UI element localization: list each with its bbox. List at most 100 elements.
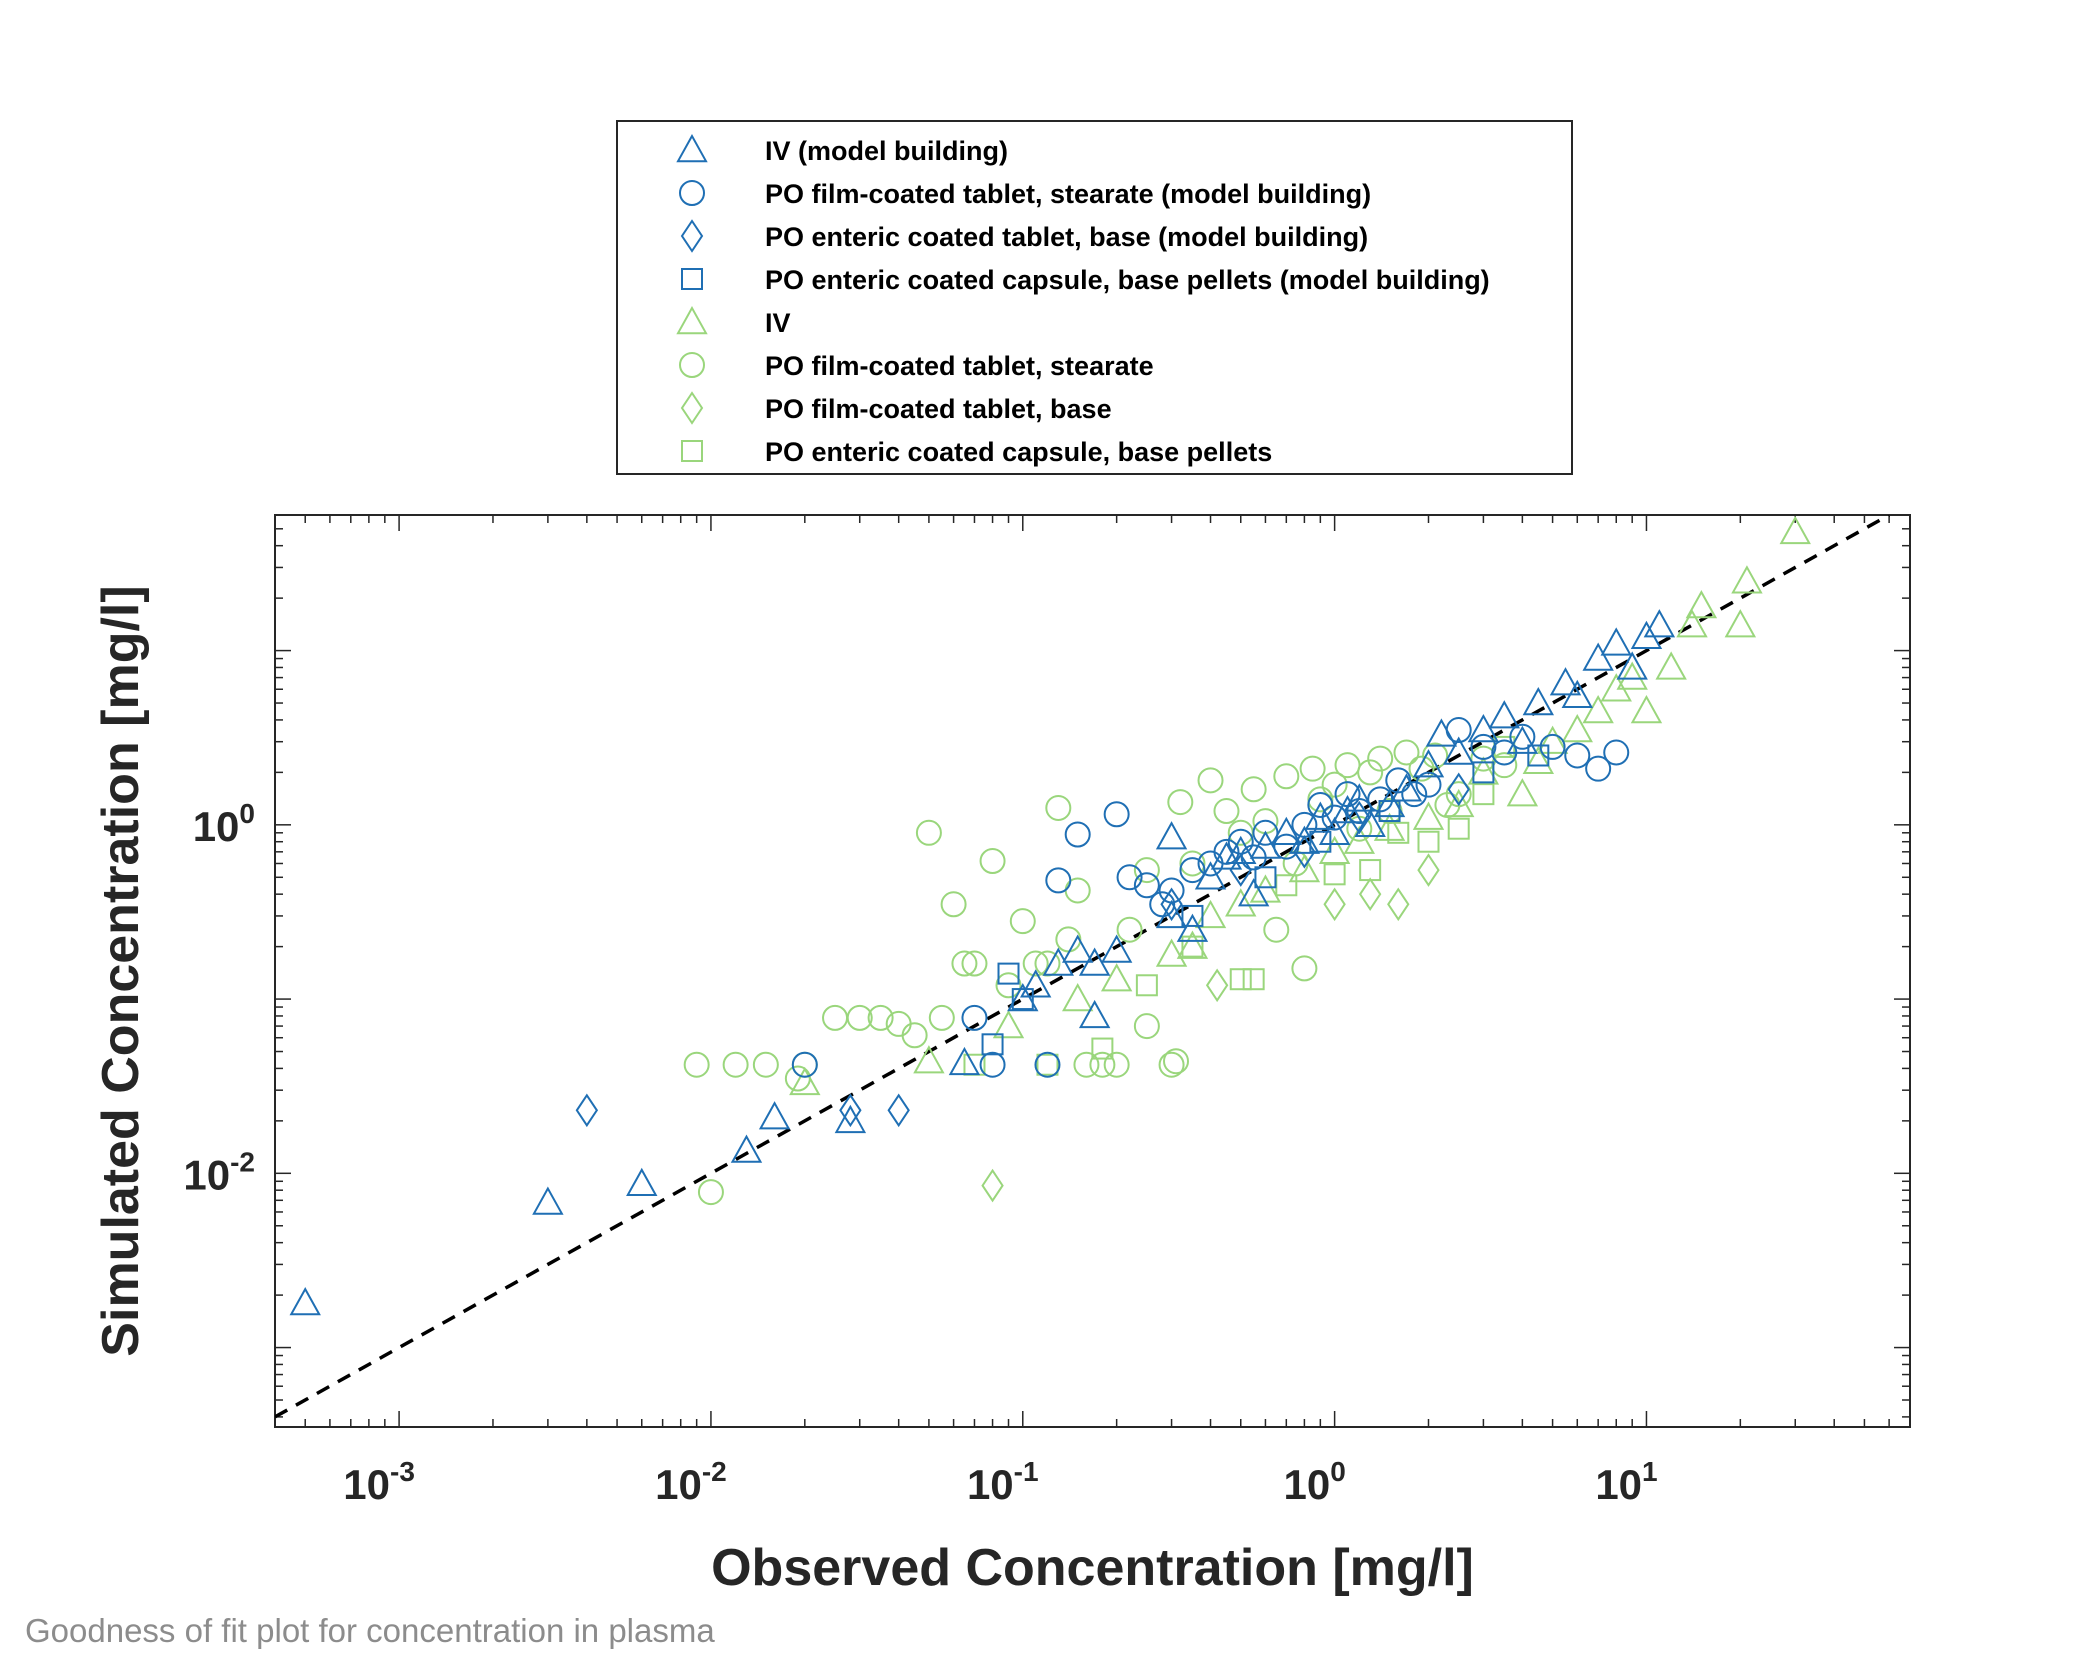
data-point (1603, 739, 1630, 766)
data-point (1346, 798, 1373, 825)
data-point (1491, 739, 1518, 766)
data-point (1323, 863, 1346, 886)
axes-box (274, 514, 1911, 1428)
data-point (1443, 736, 1475, 765)
data-point (1321, 771, 1348, 798)
data-point (1158, 877, 1185, 904)
legend-label: PO film-coated tablet, stearate (model b… (765, 179, 1371, 209)
data-point (1149, 891, 1176, 918)
data-point (1447, 817, 1470, 840)
data-point (1167, 789, 1194, 816)
data-point (979, 848, 1006, 875)
data-point (1299, 755, 1326, 782)
data-point (1100, 963, 1133, 992)
data-point (1676, 609, 1708, 638)
data-point (1655, 651, 1687, 680)
data-point (1073, 1051, 1100, 1078)
data-point (1417, 830, 1440, 853)
data-point (1724, 609, 1757, 638)
data-point (1061, 934, 1094, 963)
data-point (834, 1104, 867, 1134)
data-point (1343, 783, 1376, 812)
x-tick-label-base: 10 (967, 1461, 1014, 1508)
legend-marker (676, 305, 708, 335)
data-point (1561, 679, 1593, 709)
data-point (1229, 968, 1252, 991)
data-point (1213, 838, 1240, 865)
data-point (1422, 742, 1449, 769)
x-tick-label-exponent: -3 (390, 1456, 415, 1487)
data-point (1522, 745, 1555, 775)
data-point (1509, 723, 1536, 750)
data-point (1205, 968, 1229, 1003)
data-point (626, 1167, 658, 1197)
data-point (1536, 725, 1569, 754)
data-point (1034, 1051, 1061, 1078)
data-point (1155, 899, 1188, 929)
data-point (948, 1046, 981, 1076)
data-point (1731, 565, 1763, 594)
data-point (1470, 733, 1497, 760)
legend-label: IV (765, 308, 791, 338)
data-point (1225, 888, 1257, 917)
data-point (1323, 887, 1346, 922)
y-tick-label: 10-2 (183, 1146, 255, 1198)
y-tick-label-base: 10 (193, 803, 240, 850)
data-point (1412, 749, 1445, 778)
data-point (1445, 781, 1472, 808)
legend-marker (676, 133, 708, 163)
data-point (1408, 755, 1435, 782)
data-point (1163, 1048, 1190, 1075)
data-point (940, 891, 967, 918)
data-point (1307, 786, 1334, 813)
data-point (1348, 800, 1371, 835)
data-point (697, 1179, 724, 1206)
x-tick-label: 101 (1595, 1456, 1657, 1508)
data-point (1390, 773, 1423, 802)
legend-label: PO film-coated tablet, stearate (765, 351, 1154, 381)
data-point (1343, 825, 1376, 854)
data-point (1539, 733, 1566, 760)
legend-box (616, 120, 1573, 475)
data-point (1194, 899, 1227, 929)
x-tick-label-base: 10 (343, 1461, 390, 1508)
data-point (1133, 857, 1160, 884)
data-point (1582, 694, 1614, 724)
legend-marker (680, 219, 704, 253)
data-point (1506, 778, 1539, 807)
data-point (846, 1004, 873, 1031)
data-point (1158, 1051, 1185, 1078)
data-point (1078, 999, 1111, 1029)
data-point (901, 1022, 928, 1049)
data-point (789, 1066, 821, 1096)
data-point (1011, 988, 1034, 1011)
data-point (722, 1051, 749, 1078)
data-point (1387, 821, 1410, 844)
data-point (758, 1101, 791, 1130)
data-point (532, 1186, 564, 1215)
data-point (887, 1093, 910, 1128)
x-tick-label: 100 (1283, 1456, 1345, 1508)
x-tick-label: 10-2 (655, 1456, 727, 1508)
data-point (1549, 667, 1582, 696)
data-point (1385, 767, 1412, 794)
data-point (752, 1051, 779, 1078)
x-tick-label-exponent: 1 (1642, 1456, 1658, 1487)
y-tick-label-exponent: -2 (230, 1146, 255, 1177)
data-point (1273, 763, 1300, 790)
data-point (1288, 854, 1321, 883)
data-point (913, 1045, 945, 1074)
data-point (1321, 804, 1348, 831)
data-point (1252, 819, 1279, 846)
legend-label: PO enteric coated capsule, base pellets … (765, 265, 1490, 295)
legend-label: PO enteric coated capsule, base pellets (765, 437, 1272, 467)
data-point (730, 1134, 763, 1163)
data-point (961, 1004, 988, 1031)
data-point (1373, 812, 1406, 841)
legend-marker (679, 352, 705, 378)
data-point (1564, 742, 1591, 769)
data-point (1630, 694, 1663, 724)
data-point (1472, 783, 1495, 806)
